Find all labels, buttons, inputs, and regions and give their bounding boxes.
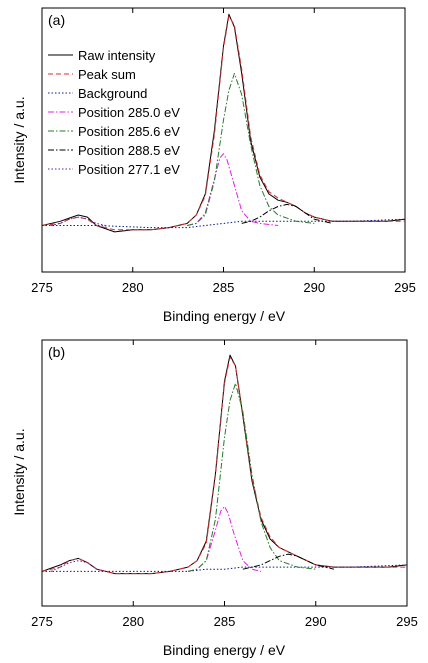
x-tick-label: 275 (31, 280, 53, 295)
panel-label-b: (b) (48, 344, 65, 360)
series-position-277-1-ev (50, 216, 106, 226)
series-position-285-0-ev (187, 153, 279, 226)
x-tick-label: 285 (214, 614, 236, 629)
series-group-b (42, 354, 407, 575)
series-peak-sum (42, 15, 405, 231)
series-position-288-5-ev (241, 203, 333, 224)
x-tick-label: 295 (396, 614, 418, 629)
x-ticks-b: 275 280 285 290 295 (31, 340, 418, 629)
x-tick-label: 280 (122, 614, 144, 629)
panel-label-a: (a) (48, 12, 65, 28)
legend-label-position-285-6-ev: Position 285.6 eV (78, 124, 180, 139)
panel-a: 275 280 285 290 295 (a) Raw intensity Peak su… (11, 7, 416, 324)
legend-label-position-288-5-ev: Position 288.5 eV (78, 143, 180, 158)
x-ticks-a: 275 280 285 290 295 (31, 8, 416, 295)
y-axis-label-b: Intensity / a.u. (11, 428, 27, 515)
x-tick-label: 290 (305, 614, 327, 629)
x-axis-label-a: Binding energy / eV (163, 308, 286, 324)
x-tick-label: 290 (303, 280, 325, 295)
legend-label-background: Background (78, 86, 147, 101)
panel-b: 275 280 285 290 295 (b) Binding energy / eV … (11, 339, 418, 658)
series-peak-sum (42, 356, 407, 575)
series-position-285-6-ev (187, 73, 315, 226)
legend-label-raw-intensity: Raw intensity (78, 48, 156, 63)
series-background (42, 564, 407, 572)
x-tick-label: 295 (394, 280, 416, 295)
legend-a: Raw intensity Peak sum Background Position … (48, 48, 180, 177)
legend-label-position-277-1-ev: Position 277.1 eV (78, 162, 180, 177)
y-axis-label-a: Intensity / a.u. (11, 96, 27, 183)
series-position-288-5-ev (242, 553, 335, 570)
series-background (42, 218, 405, 229)
x-tick-label: 280 (122, 280, 144, 295)
x-tick-label: 285 (213, 280, 235, 295)
series-position-285-0-ev (187, 506, 262, 572)
legend-label-peak-sum: Peak sum (78, 67, 136, 82)
series-position-277-1-ev (50, 560, 107, 572)
legend-label-position-285-0-ev: Position 285.0 eV (78, 105, 180, 120)
x-tick-label: 275 (31, 614, 53, 629)
x-axis-label-b: Binding energy / eV (163, 642, 286, 658)
series-group-a (42, 13, 405, 233)
series-position-285-6-ev (187, 382, 316, 572)
